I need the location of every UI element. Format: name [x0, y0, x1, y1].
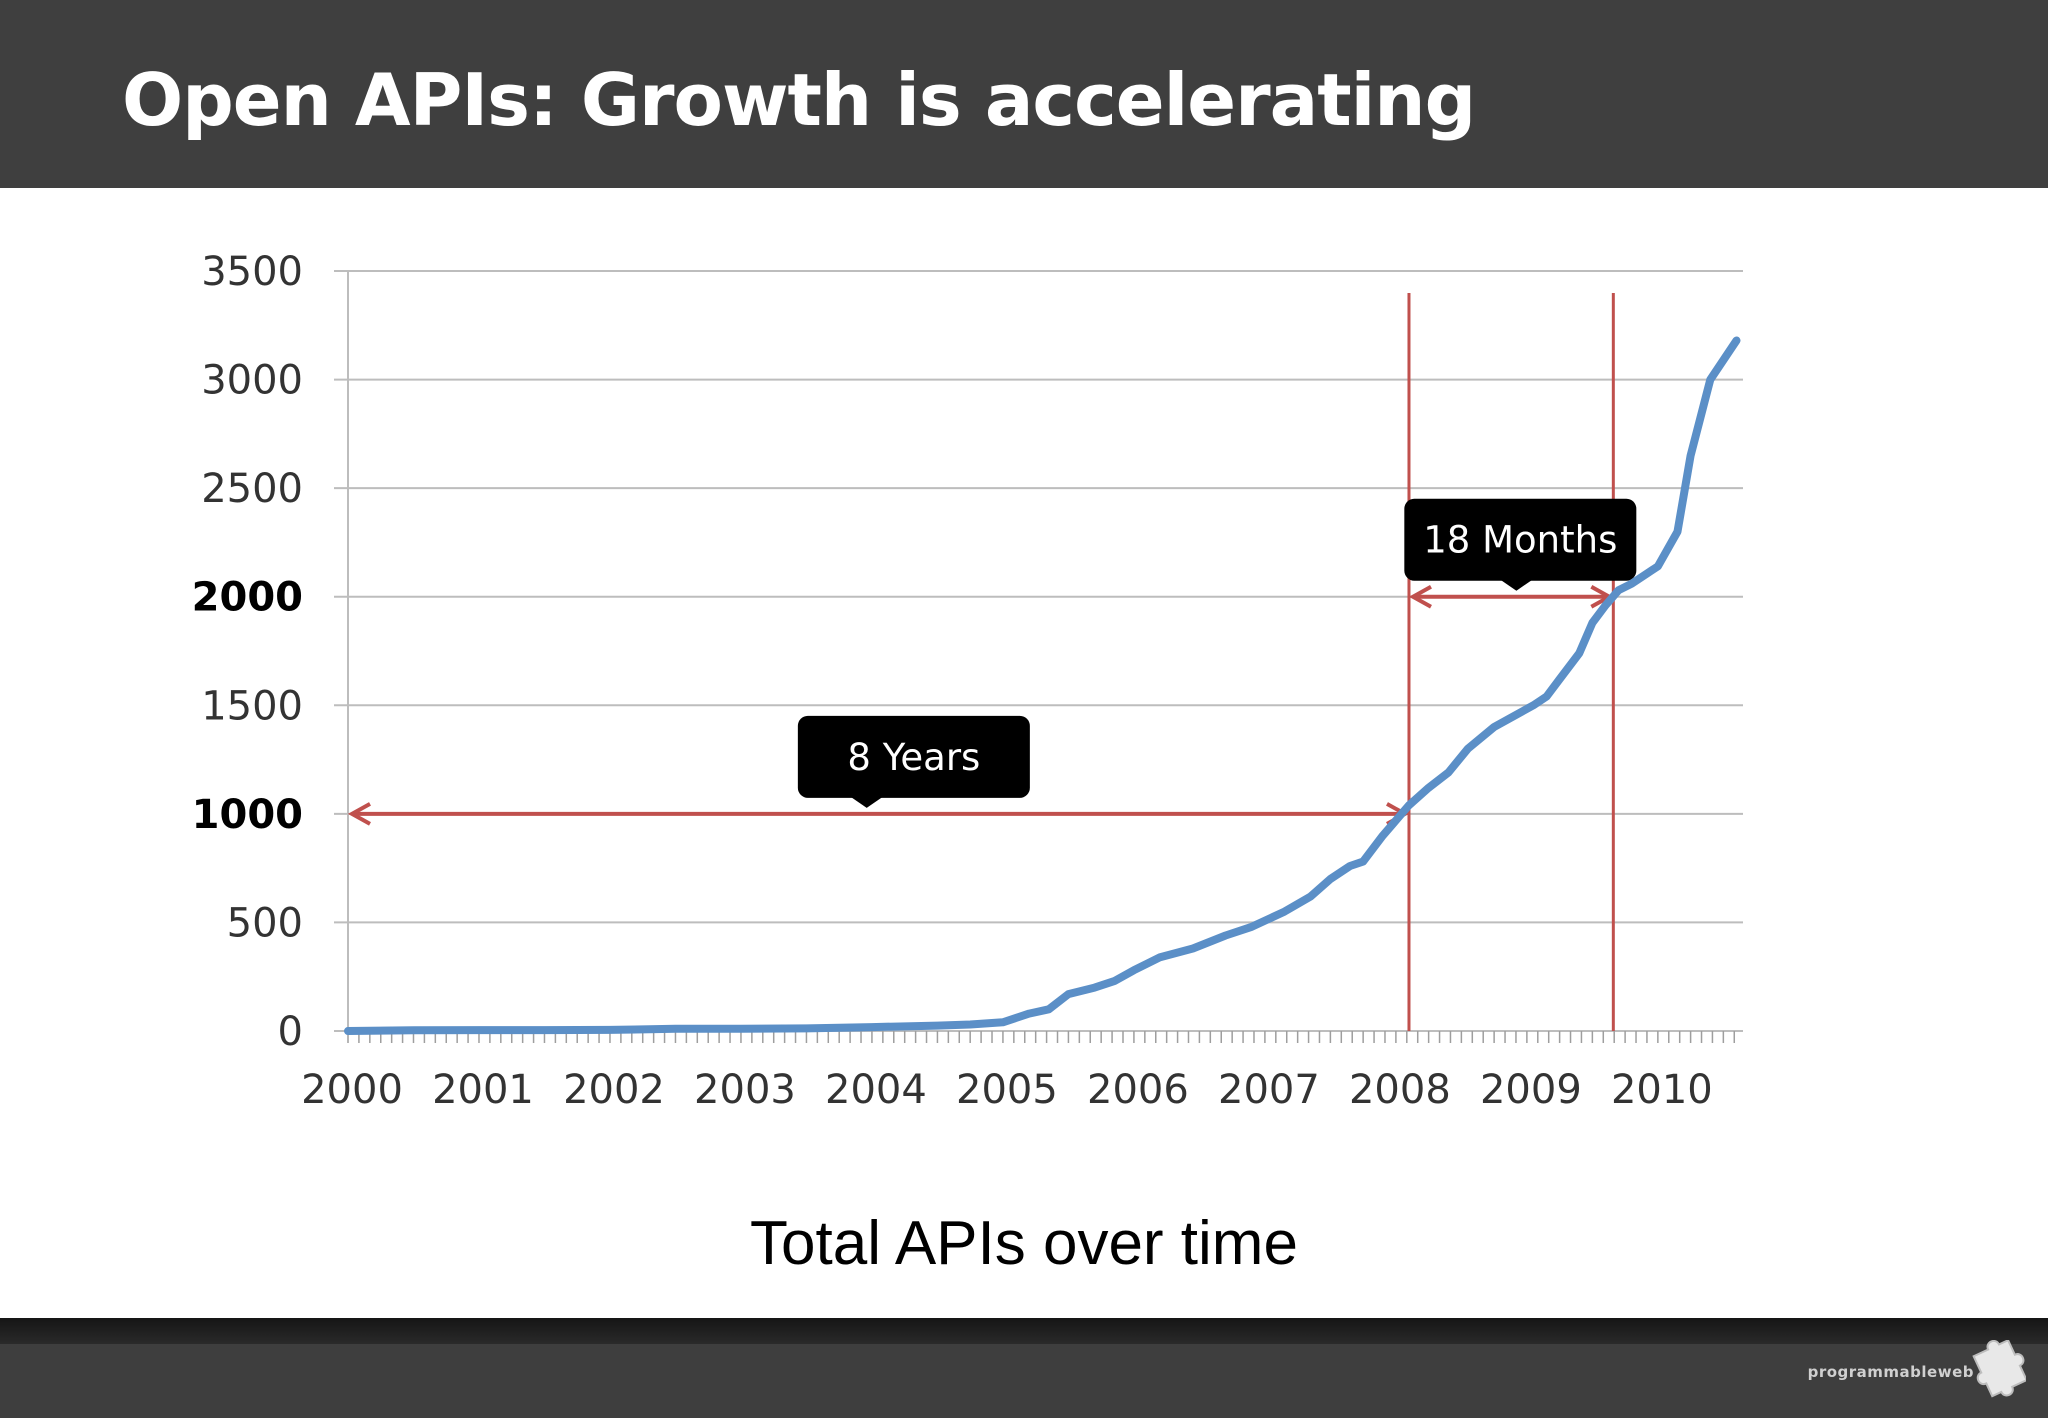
x-tick-label: 2004 — [825, 1067, 927, 1113]
x-tick-label: 2009 — [1480, 1067, 1582, 1113]
y-tick-label: 1000 — [192, 792, 303, 838]
y-tick-label: 1500 — [201, 683, 303, 729]
x-tick-label: 2001 — [432, 1067, 534, 1113]
chart-container: 0 500 1000 1500 2000 2500 3000 3500 2000 2001 2002… — [0, 188, 2048, 1318]
x-tick-label: 2008 — [1349, 1067, 1451, 1113]
callout-box — [797, 715, 1030, 798]
slide-header: Open APIs: Growth is accelerating — [0, 0, 2048, 188]
y-tick-label: 2500 — [201, 466, 303, 512]
y-tick-label: 3500 — [201, 249, 303, 295]
y-tick-label: 0 — [278, 1009, 303, 1055]
callout-pointer — [850, 796, 883, 808]
x-tick-label: 2007 — [1218, 1067, 1320, 1113]
x-tick-label: 2002 — [563, 1067, 665, 1113]
callout-label: 8 Years — [847, 736, 980, 779]
footer-band — [0, 1318, 2048, 1344]
y-tick-label: 2000 — [192, 575, 303, 621]
x-tick-label: 2000 — [301, 1067, 403, 1113]
slide-footer: programmableweb — [0, 1318, 2048, 1418]
programmableweb-logo: programmableweb — [1808, 1340, 2026, 1404]
puzzle-piece-icon — [1972, 1340, 2026, 1398]
x-tick-label: 2010 — [1611, 1067, 1713, 1113]
span-arrow-head-left — [1408, 584, 1432, 609]
callout-label: 18 Months — [1423, 519, 1617, 562]
y-tick-label: 3000 — [201, 358, 303, 404]
span-arrow-head-left — [347, 802, 371, 826]
slide-title: Open APIs: Growth is accelerating — [122, 58, 1476, 142]
callout-box — [1404, 498, 1637, 581]
x-tick-label: 2003 — [694, 1067, 796, 1113]
chart-caption: Total APIs over time — [750, 1209, 1298, 1278]
x-tick-label: 2005 — [956, 1067, 1058, 1113]
logo-text: programmableweb — [1807, 1363, 1974, 1381]
line-chart: 0 500 1000 1500 2000 2500 3000 3500 2000 2001 2002… — [192, 249, 1743, 1113]
y-tick-label: 500 — [227, 900, 303, 946]
x-tick-label: 2006 — [1087, 1067, 1189, 1113]
callout-pointer — [1500, 579, 1533, 591]
series-line-total-apis — [344, 336, 1741, 1035]
